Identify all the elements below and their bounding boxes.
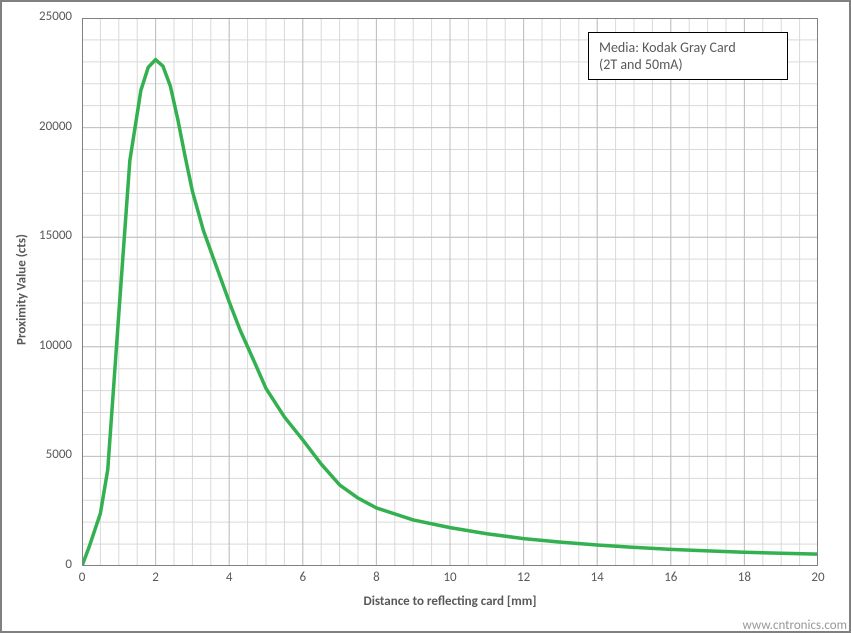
y-tick-label: 20000	[12, 119, 72, 134]
x-tick-label: 18	[724, 570, 764, 585]
x-axis-label: Distance to reflecting card [mm]	[82, 594, 818, 609]
y-axis-label: Proximity Value (cts)	[15, 190, 30, 390]
x-tick-label: 6	[283, 570, 323, 585]
y-tick-label: 15000	[12, 228, 72, 243]
x-tick-label: 8	[356, 570, 396, 585]
y-tick-label: 25000	[12, 9, 72, 24]
chart-svg	[82, 18, 818, 566]
x-tick-label: 20	[798, 570, 838, 585]
x-tick-label: 16	[651, 570, 691, 585]
x-tick-label: 4	[209, 570, 249, 585]
legend-box: Media: Kodak Gray Card (2T and 50mA)	[588, 32, 788, 80]
x-tick-label: 10	[430, 570, 470, 585]
plot-area: Media: Kodak Gray Card (2T and 50mA)	[82, 18, 818, 566]
legend-line-2: (2T and 50mA)	[599, 56, 777, 73]
x-tick-label: 2	[136, 570, 176, 585]
chart-frame: Media: Kodak Gray Card (2T and 50mA) Pro…	[0, 0, 851, 633]
x-tick-label: 0	[62, 570, 102, 585]
x-tick-label: 12	[504, 570, 544, 585]
y-tick-label: 10000	[12, 338, 72, 353]
y-tick-label: 5000	[12, 447, 72, 462]
watermark-text: www.cntronics.com	[743, 618, 847, 633]
x-tick-label: 14	[577, 570, 617, 585]
legend-line-1: Media: Kodak Gray Card	[599, 39, 777, 56]
